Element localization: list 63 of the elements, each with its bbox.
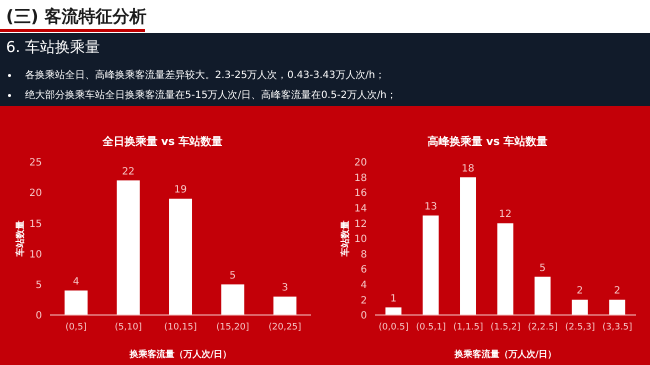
y-axis-title: 车站数量 — [15, 220, 26, 258]
data-label: 2 — [614, 286, 620, 297]
y-tick-label: 0 — [360, 310, 367, 322]
data-label: 12 — [498, 209, 512, 220]
x-axis-title: 换乘客流量（万人次/日） — [128, 349, 232, 360]
data-label: 3 — [282, 282, 288, 294]
data-label: 5 — [539, 262, 546, 274]
y-tick-label: 4 — [360, 280, 367, 291]
bar — [64, 290, 88, 315]
data-label: 4 — [72, 276, 80, 288]
y-tick-label: 14 — [354, 203, 367, 214]
data-label: 5 — [230, 270, 236, 282]
x-tick-label: (1.5,2] — [490, 322, 520, 332]
x-tick-label: (2,2.5] — [528, 322, 558, 332]
y-tick-label: 18 — [354, 172, 367, 184]
y-tick-label: 2 — [360, 295, 367, 306]
y-tick-label: 16 — [354, 188, 367, 200]
y-tick-label: 15 — [29, 218, 42, 230]
y-tick-label: 25 — [29, 158, 42, 169]
x-tick-label: (1,1.5] — [453, 322, 484, 332]
chart-title: 全日换乘量 vs 车站数量 — [101, 134, 224, 149]
chart-title: 高峰换乘量 vs 车站数量 — [426, 134, 549, 149]
y-tick-label: 10 — [29, 249, 42, 260]
y-axis-title: 车站数量 — [340, 220, 352, 258]
y-tick-label: 10 — [354, 234, 367, 246]
x-tick-label: (15,20] — [216, 322, 250, 332]
y-tick-label: 6 — [360, 264, 367, 276]
bar — [460, 177, 476, 315]
x-tick-label: (5,10] — [114, 322, 142, 332]
x-tick-label: (2.5,3] — [565, 322, 596, 332]
y-tick-label: 5 — [36, 280, 42, 291]
data-label: 22 — [122, 166, 135, 178]
text: 各换乘站全日、高峰换乘客流量差异较大。2.3-25万人次，0.43-3.43万人次/h； — [25, 68, 386, 82]
text: 6. 车站换乘量 — [6, 38, 100, 57]
bar — [169, 198, 192, 315]
data-label: 13 — [424, 202, 438, 213]
bar — [422, 216, 439, 315]
text: (三) 客流特征分析 — [6, 6, 146, 28]
data-label: 18 — [462, 163, 474, 174]
x-tick-label: (0,0.5] — [378, 322, 409, 332]
y-tick-label: 12 — [354, 218, 367, 230]
y-tick-label: 20 — [29, 188, 42, 200]
y-tick-label: 0 — [36, 310, 42, 322]
bar — [609, 300, 626, 315]
bar — [385, 307, 402, 315]
x-axis-title: 换乘客流量（万人次/日） — [453, 349, 557, 360]
x-tick-label: (20,25] — [268, 322, 302, 332]
x-tick-label: (0,5] — [65, 322, 87, 332]
data-label: 1 — [390, 293, 397, 304]
data-label: 2 — [576, 286, 584, 297]
bar — [221, 284, 244, 315]
y-tick-label: 20 — [354, 158, 367, 169]
y-tick-label: 8 — [360, 249, 367, 260]
bar — [497, 223, 514, 315]
text: 绝大部分换乘车站全日换乘客流量在5-15万人次/日、高峰客流量在0.5-2万人次/h； — [25, 88, 397, 102]
x-tick-label: (10,15] — [164, 322, 197, 332]
x-tick-label: (3,3.5] — [602, 322, 632, 332]
data-label: 19 — [174, 184, 187, 196]
bar — [534, 276, 551, 315]
bar — [116, 180, 140, 315]
bar — [572, 300, 588, 315]
bar — [273, 296, 296, 315]
x-tick-label: (0.5,1] — [416, 322, 446, 332]
